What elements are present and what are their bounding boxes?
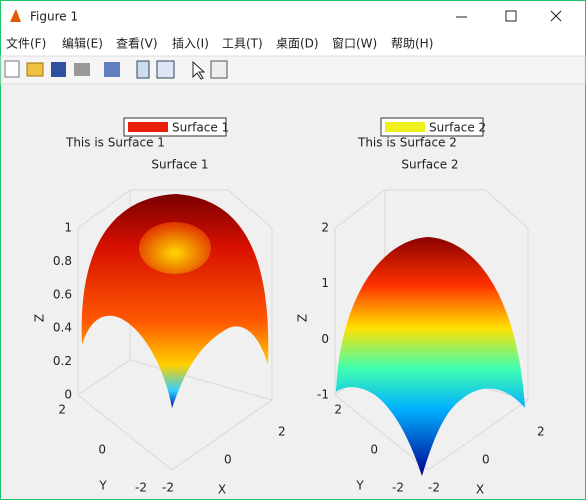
x-tick-label: 0 <box>224 453 232 467</box>
tool-colorbar[interactable] <box>136 60 150 79</box>
z-tick-label: 0.8 <box>53 254 72 268</box>
y-tick-label: 0 <box>370 443 378 457</box>
toolbar-icons <box>4 60 228 80</box>
tool-legend[interactable] <box>156 60 175 79</box>
axes-title: Surface 1 <box>151 158 208 172</box>
toolbar <box>0 55 586 85</box>
legend-swatch <box>385 122 425 132</box>
tool-new[interactable] <box>4 60 20 78</box>
z-axis-label: Z <box>33 314 47 322</box>
menu-item[interactable]: 窗口(W) <box>332 37 377 51</box>
tool-pointer[interactable] <box>192 60 206 80</box>
app-icon <box>10 9 21 22</box>
surface-1 <box>81 194 269 408</box>
title-bar <box>1 1 585 32</box>
tool-open[interactable] <box>26 62 44 77</box>
axes-title: Surface 2 <box>401 158 458 172</box>
y-axis-label: Y <box>98 479 107 493</box>
x-tick-label: -2 <box>162 481 174 495</box>
y-tick-label: 2 <box>334 403 342 417</box>
x-axis-label: X <box>218 483 226 497</box>
surface-2 <box>336 237 525 476</box>
maximize[interactable] <box>505 10 517 22</box>
x-tick-label: 0 <box>482 453 490 467</box>
tool-link[interactable] <box>104 62 120 77</box>
tool-inspector[interactable] <box>210 60 228 79</box>
z-tick-label: 2 <box>321 221 329 235</box>
axes-2-box <box>334 189 529 471</box>
y-tick-label: 2 <box>58 403 66 417</box>
menu-item[interactable]: 编辑(E) <box>62 36 103 51</box>
window-title: Figure 1 <box>30 10 78 24</box>
menu-item[interactable]: 帮助(H) <box>391 37 433 51</box>
z-tick-label: 0.6 <box>53 287 72 301</box>
z-tick-label: 1 <box>64 221 72 235</box>
legend-label: Surface 1 <box>172 121 229 135</box>
tool-print[interactable] <box>74 63 90 76</box>
annotation: This is Surface 1 <box>65 136 165 150</box>
menu-item[interactable]: 文件(F) <box>6 36 46 51</box>
y-tick-label: 0 <box>98 443 106 457</box>
x-axis-label: X <box>476 483 484 497</box>
x-tick-label: -2 <box>428 481 440 495</box>
x-tick-label: 2 <box>278 425 286 439</box>
surface-1-hole <box>139 222 211 274</box>
z-tick-label: 1 <box>321 276 329 290</box>
z-tick-label: 0.4 <box>53 321 72 335</box>
z-tick-label: 0 <box>321 332 329 346</box>
y-tick-label: -2 <box>135 481 147 495</box>
close[interactable] <box>550 10 562 22</box>
z-tick-label: 0.2 <box>53 354 72 368</box>
legend-swatch <box>128 122 168 132</box>
x-tick-label: 2 <box>537 425 545 439</box>
annotation: This is Surface 2 <box>357 136 457 150</box>
z-tick-label: 0 <box>64 388 72 402</box>
z-tick-label: -1 <box>317 388 329 402</box>
y-tick-label: -2 <box>392 481 404 495</box>
y-axis-label: Y <box>355 479 364 493</box>
menu-item[interactable]: 插入(I) <box>172 37 209 51</box>
menu-item[interactable]: 工具(T) <box>222 37 263 51</box>
z-axis-label: Z <box>296 314 310 322</box>
tool-save[interactable] <box>51 62 66 77</box>
legend-label: Surface 2 <box>429 121 486 135</box>
menu-item[interactable]: 查看(V) <box>116 37 158 51</box>
menu-item[interactable]: 桌面(D) <box>276 37 319 51</box>
menu-bar <box>1 32 585 56</box>
